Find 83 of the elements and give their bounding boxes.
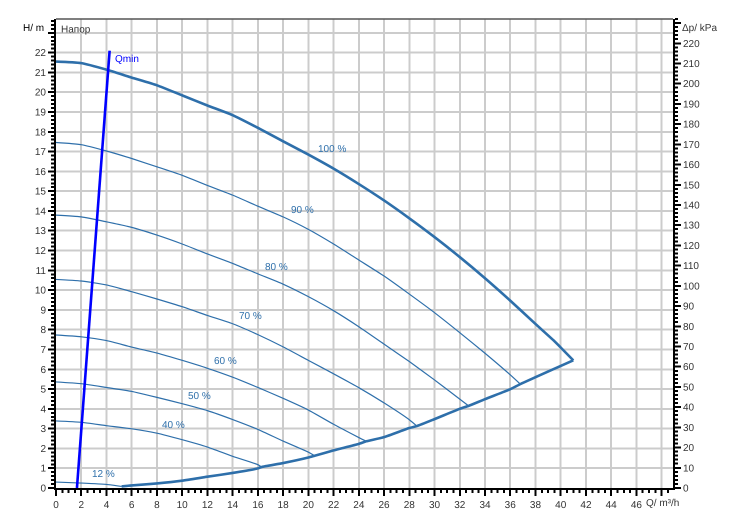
x-tick-label: 14 [227, 500, 239, 511]
y2-tick-label: 100 [683, 281, 700, 292]
y-tick-label: 12 [34, 246, 46, 258]
y-tick-label: 5 [40, 384, 46, 396]
x-tick-label: 22 [328, 500, 340, 511]
y2-tick-label: 180 [683, 120, 700, 131]
y2-tick-label: 130 [683, 220, 700, 232]
x-tick-label: 32 [454, 500, 466, 511]
y2-tick-label: 20 [683, 443, 695, 454]
x-tick-label: 24 [353, 500, 365, 511]
x-tick-label: 44 [606, 500, 618, 511]
y-tick-label: 4 [40, 404, 46, 416]
x-tick-label: 12 [202, 500, 214, 511]
y-tick-label: 18 [34, 127, 46, 138]
y2-tick-label: 190 [683, 99, 700, 110]
series-label: 70 % [239, 311, 262, 322]
y-tick-label: 13 [34, 226, 46, 238]
y-tick-label: 0 [40, 484, 46, 494]
y2-tick-label: 110 [683, 261, 700, 272]
x-tick-label: 46 [630, 500, 642, 511]
y-tick-label: 6 [40, 364, 46, 376]
y2-tick-label: 170 [683, 140, 700, 151]
y-tick-label: 17 [34, 147, 46, 158]
y2-tick-label: 0 [683, 484, 689, 494]
x-tick-label: 36 [504, 500, 516, 511]
x-tick-label: 28 [404, 500, 416, 511]
x-tick-label: 0 [53, 500, 60, 511]
series-label: 12 % [92, 469, 115, 480]
y-tick-label: 8 [40, 325, 46, 336]
x-tick-label: 42 [580, 500, 592, 511]
x-tick-label: 10 [176, 500, 188, 511]
y-tick-label: 3 [40, 424, 46, 436]
y2-tick-label: 60 [683, 362, 695, 374]
x-tick-label: 4 [104, 500, 110, 511]
y2-tick-label: 150 [683, 180, 700, 192]
x-tick-label: 30 [428, 500, 441, 511]
x-tick-label: 8 [154, 500, 160, 511]
y-tick-label: 19 [34, 108, 46, 119]
x-tick-label: 34 [479, 500, 491, 511]
y-tick-label: 21 [34, 68, 46, 79]
x-tick-label: 40 [555, 500, 567, 511]
x-tick-label: 6 [128, 500, 135, 511]
y2-tick-label: 120 [683, 240, 700, 252]
series-label: 50 % [188, 391, 211, 402]
y-tick-label: 1 [40, 464, 46, 475]
y-tick-label: 22 [34, 48, 46, 60]
y-tick-label: 10 [34, 286, 46, 297]
y2-axis-title: Δp/ kPa [682, 23, 718, 34]
series-label: 60 % [214, 356, 237, 367]
x-axis-title: Q/ m³/h [646, 498, 680, 509]
y2-tick-label: 220 [683, 38, 700, 50]
text: Напор [61, 24, 91, 36]
y2-tick-label: 140 [683, 200, 700, 212]
y2-tick-label: 80 [683, 322, 695, 333]
y-tick-label: 9 [40, 305, 46, 316]
series-label: 40 % [162, 420, 185, 431]
y-axis-title: H/ m [23, 23, 44, 34]
series-label: 80 % [265, 262, 288, 273]
y2-tick-label: 30 [683, 422, 695, 434]
series-label: 100 % [318, 144, 346, 155]
x-tick-label: 38 [530, 500, 542, 511]
x-tick-label: 20 [302, 500, 314, 511]
series-label: Qmin [115, 54, 139, 65]
y2-tick-label: 90 [683, 302, 695, 313]
y-tick-label: 2 [40, 444, 46, 455]
x-tick-label: 18 [278, 500, 290, 511]
y-tick-label: 7 [40, 344, 46, 356]
y2-tick-label: 70 [683, 342, 695, 353]
y-tick-label: 14 [34, 206, 46, 218]
y-tick-label: 11 [36, 266, 46, 277]
y2-tick-label: 40 [683, 402, 695, 414]
y2-tick-label: 160 [683, 160, 700, 172]
y-tick-label: 20 [34, 88, 46, 99]
y2-tick-label: 200 [683, 79, 700, 90]
x-tick-label: 26 [378, 500, 390, 511]
y-tick-label: 16 [34, 166, 46, 178]
series-label: 90 % [291, 205, 314, 216]
y-tick-label: 15 [34, 186, 46, 198]
x-tick-label: 2 [78, 500, 84, 511]
x-tick-label: 16 [252, 500, 264, 511]
y2-tick-label: 10 [683, 463, 695, 474]
y2-tick-label: 50 [683, 382, 695, 394]
y2-tick-label: 210 [683, 58, 700, 70]
